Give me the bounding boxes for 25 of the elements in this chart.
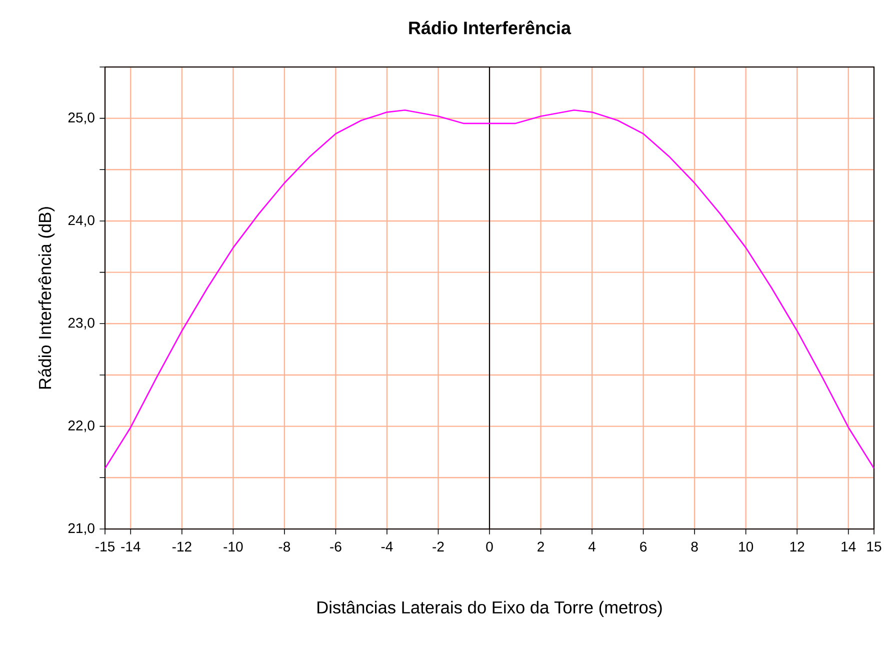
- chart-title: Rádio Interferência: [409, 20, 572, 34]
- y-axis-title: Rádio Interferência (dB): [38, 207, 55, 389]
- y-tick-label: 24,0: [68, 215, 94, 227]
- x-axis-title: Distâncias Laterais do Eixo da Torre (metros): [318, 600, 662, 617]
- x-tick-label: 8: [691, 542, 698, 552]
- x-tick-label: 6: [640, 542, 647, 552]
- x-tick-label: -10: [224, 542, 243, 552]
- x-tick-label: 2: [538, 542, 544, 552]
- y-tick-label: 21,0: [68, 523, 94, 535]
- x-tick-label: 0: [486, 542, 493, 552]
- x-tick-label: -6: [330, 542, 342, 552]
- x-tick-label: -2: [432, 542, 444, 552]
- x-tick-label: 4: [588, 542, 596, 552]
- y-tick-label: 22,0: [68, 420, 94, 432]
- x-tick-label: -4: [381, 542, 393, 552]
- x-tick-label: 15: [867, 542, 882, 552]
- x-tick-label: 14: [842, 542, 856, 552]
- x-tick-label: -15: [96, 542, 115, 552]
- y-tick-label: 23,0: [68, 318, 94, 330]
- x-tick-label: -8: [278, 542, 290, 552]
- x-tick-label: 12: [790, 542, 804, 552]
- x-tick-label: -12: [172, 542, 192, 552]
- x-tick-label: 10: [739, 542, 754, 552]
- y-tick-label: 25,0: [68, 112, 94, 124]
- x-tick-label: -14: [121, 542, 140, 552]
